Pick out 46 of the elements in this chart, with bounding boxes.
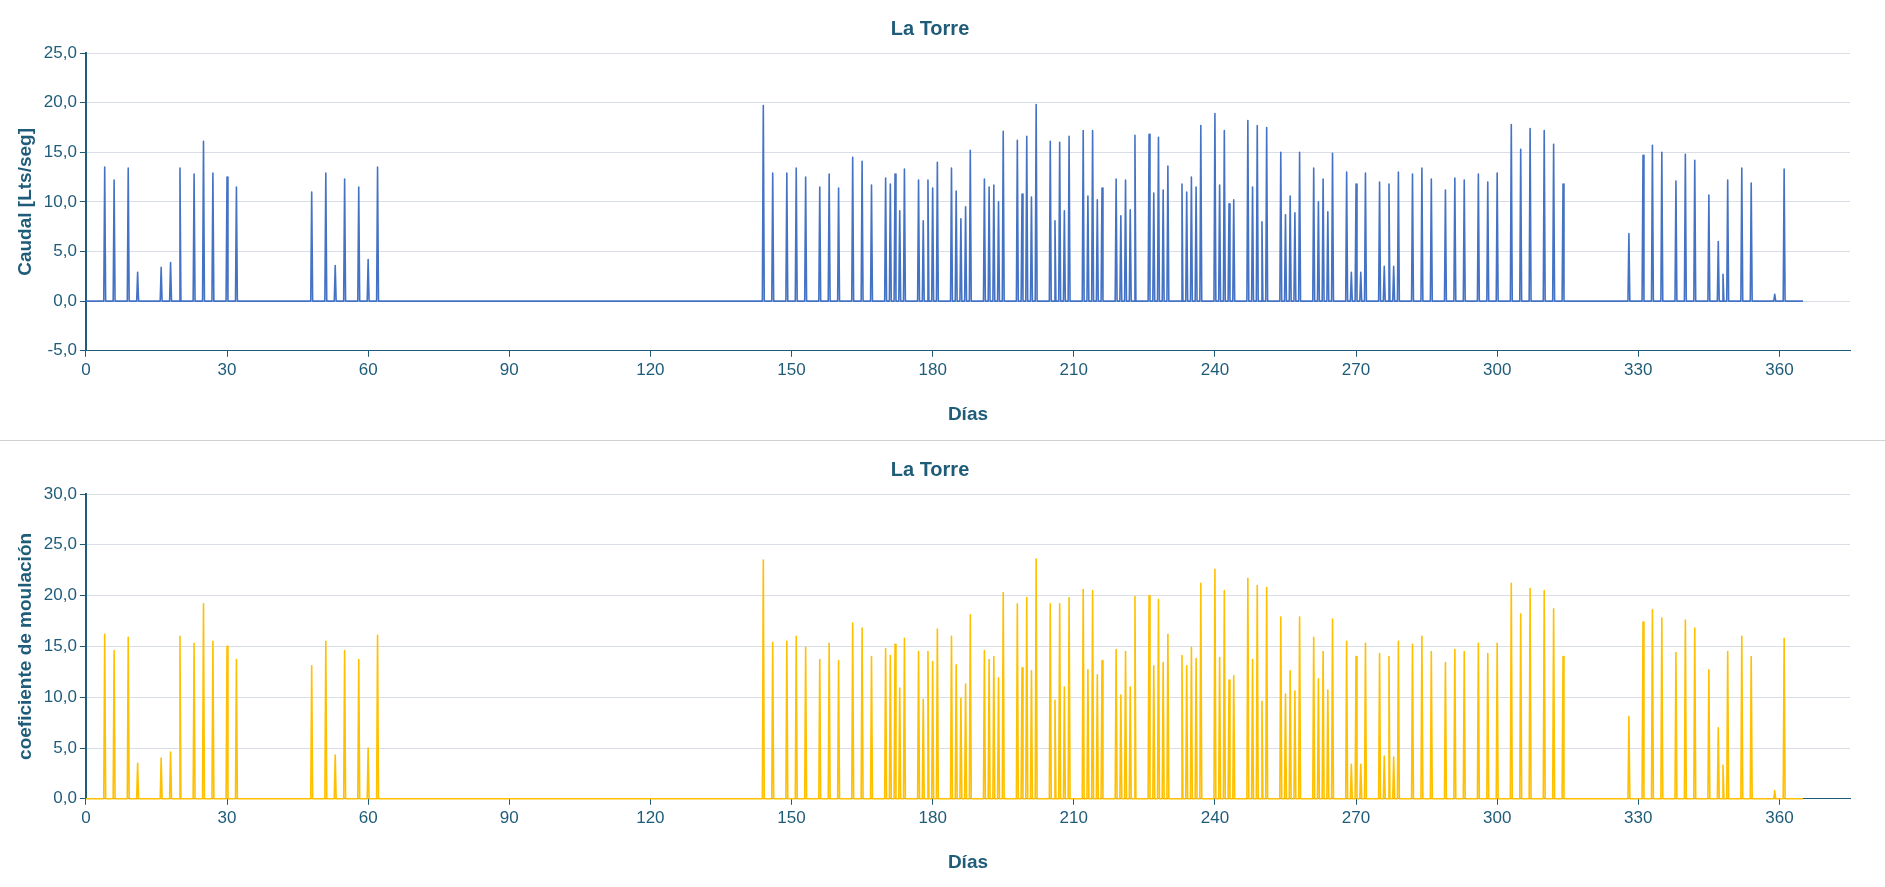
x-tick-label: 90	[499, 359, 519, 379]
x-tick-label: 150	[777, 807, 806, 827]
y-axis-title: coeficiente de moulación	[13, 532, 35, 760]
y-tick-label: 10,0	[43, 686, 77, 706]
x-tick-label: 300	[1482, 807, 1512, 827]
x-tick-label: 0	[81, 359, 91, 379]
x-tick-label: 180	[918, 807, 947, 827]
x-tick-label: 360	[1765, 359, 1794, 379]
x-tick-label: 30	[217, 807, 237, 827]
x-tick-label: 270	[1341, 359, 1371, 379]
x-tick-label: 90	[499, 807, 519, 827]
x-tick-label: 180	[918, 359, 947, 379]
y-tick-label: 10,0	[43, 191, 77, 211]
x-tick-label: 150	[777, 359, 806, 379]
x-tick-label: 240	[1200, 807, 1230, 827]
chart-title: La Torre	[890, 16, 970, 39]
x-tick-label: 210	[1059, 807, 1088, 827]
x-axis-title: Días	[947, 402, 989, 424]
y-tick-label: 15,0	[43, 141, 77, 161]
x-tick-label: 300	[1482, 359, 1512, 379]
chart-title: La Torre	[890, 457, 970, 480]
y-tick-label: 0,0	[53, 290, 77, 310]
x-tick-label: 60	[358, 807, 378, 827]
x-tick-label: 30	[217, 359, 237, 379]
x-tick-label: 0	[81, 807, 91, 827]
y-tick-label: 15,0	[43, 636, 77, 656]
x-tick-label: 120	[636, 359, 665, 379]
y-tick-label: 25,0	[43, 534, 77, 554]
x-tick-label: 270	[1341, 807, 1371, 827]
y-tick-label: 20,0	[43, 585, 77, 605]
x-tick-label: 60	[358, 359, 378, 379]
y-tick-label: -5,0	[47, 340, 77, 360]
y-tick-label: 5,0	[53, 241, 77, 261]
x-axis-title: Días	[947, 850, 989, 872]
x-tick-label: 360	[1765, 807, 1794, 827]
y-tick-label: 20,0	[43, 92, 77, 112]
x-tick-label: 330	[1624, 807, 1653, 827]
x-tick-label: 120	[636, 807, 665, 827]
y-axis-title: Caudal [Lts/seg]	[13, 127, 35, 276]
y-tick-label: 5,0	[53, 737, 77, 757]
x-tick-label: 330	[1624, 359, 1653, 379]
y-tick-label: 25,0	[43, 42, 77, 62]
x-tick-label: 210	[1059, 359, 1088, 379]
x-tick-label: 240	[1200, 359, 1230, 379]
y-tick-label: 0,0	[53, 788, 77, 808]
y-tick-label: 30,0	[43, 483, 77, 503]
